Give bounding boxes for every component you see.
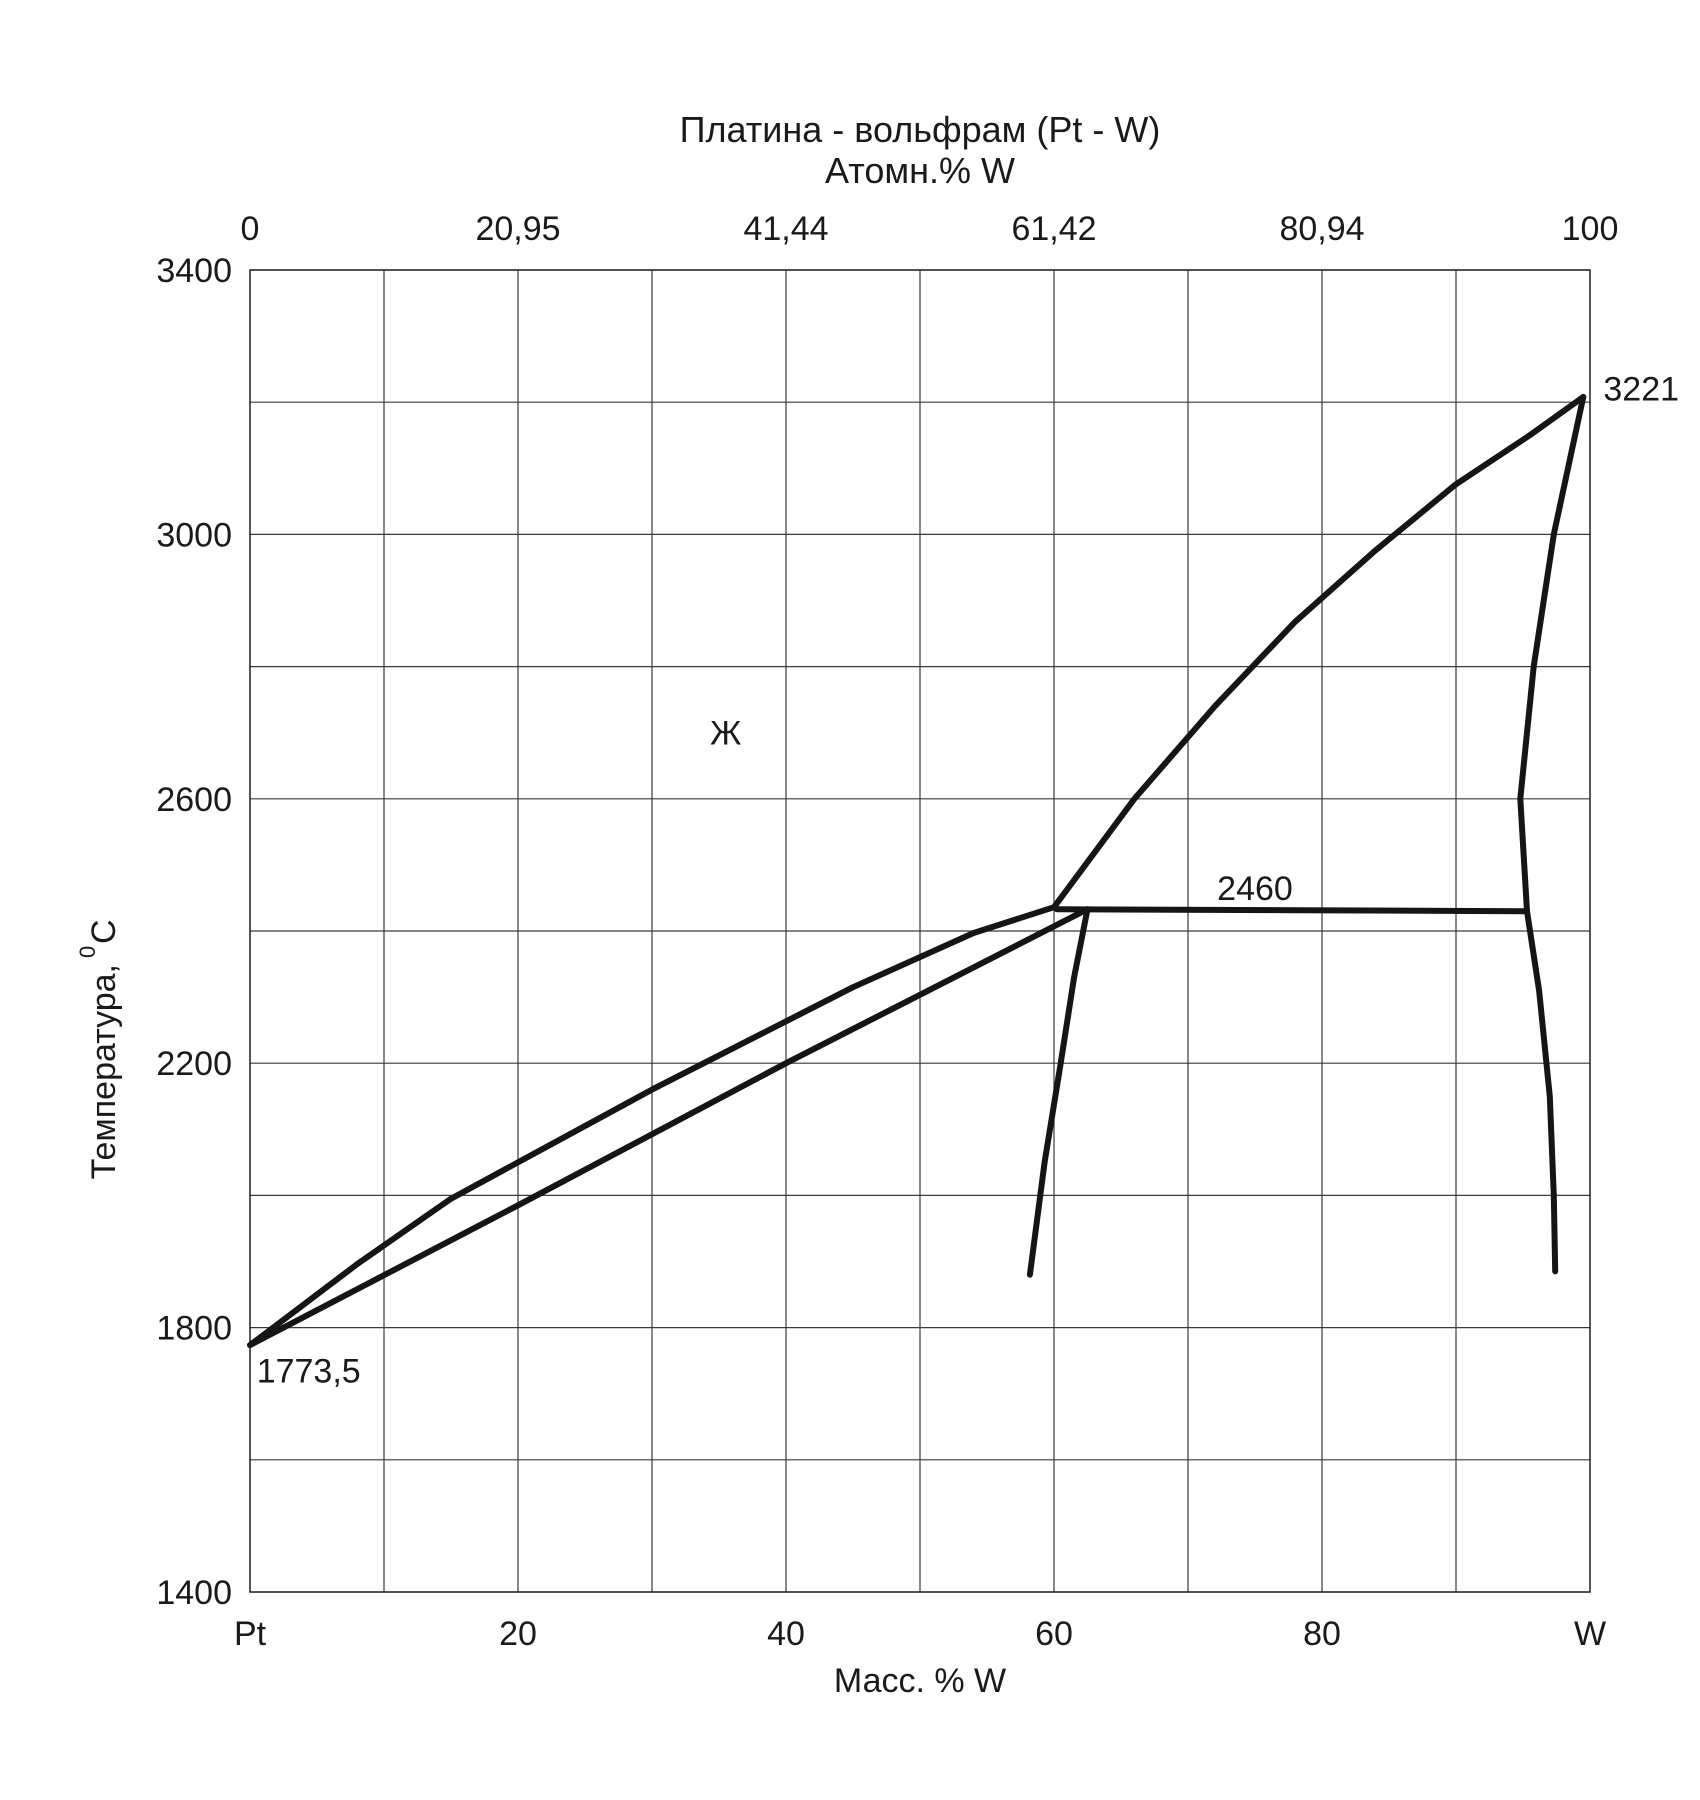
- chart-annotation: 2460: [1217, 870, 1293, 908]
- x-tick-label: Pt: [234, 1615, 267, 1653]
- top-tick-label: 41,44: [743, 210, 828, 248]
- phase-boundary-line-2: [247, 906, 1091, 1349]
- chart-annotation: Ж: [710, 715, 741, 753]
- y-tick-label: 3400: [156, 252, 232, 290]
- ticks-layer: Pt 20 40 60 80 W 0 20,95 41,44 61,42 80,94 100 1400 1…: [156, 210, 1618, 1653]
- y-tick-label: 2200: [156, 1045, 232, 1083]
- phase-boundary-line-3: [1051, 393, 1587, 911]
- x-axis-label: Масс. % W: [834, 1662, 1006, 1700]
- y-tick-label: 3000: [156, 516, 232, 554]
- chart-subtitle: Атомн.% W: [825, 150, 1015, 191]
- top-tick-label: 100: [1562, 210, 1619, 248]
- chart-title: Платина - вольфрам (Pt - W): [680, 109, 1161, 150]
- x-tick-label: 20: [499, 1615, 537, 1653]
- phase-boundary-line-5: [1026, 906, 1091, 1278]
- x-tick-label: W: [1574, 1615, 1606, 1653]
- chart-annotation: 1773,5: [257, 1353, 361, 1391]
- chart-annotation: 3221: [1603, 370, 1679, 408]
- annotations-layer: Ж 2460 3221 1773,5: [257, 370, 1679, 1390]
- top-tick-label: 80,94: [1279, 210, 1364, 248]
- x-tick-label: 80: [1303, 1615, 1341, 1653]
- top-tick-label: 20,95: [475, 210, 560, 248]
- plot-frame: [249, 269, 1591, 1593]
- top-tick-label: 61,42: [1011, 210, 1096, 248]
- series-layer: [247, 393, 1587, 1349]
- x-tick-label: 60: [1035, 1615, 1073, 1653]
- phase-boundary-line-6: [1517, 393, 1587, 1275]
- y-tick-label: 2600: [156, 781, 232, 819]
- x-tick-label: 40: [767, 1615, 805, 1653]
- phase-boundary-line-4: [1053, 906, 1530, 915]
- y-axis-label-superscript: 0: [75, 946, 100, 958]
- y-axis-label: Температура,: [85, 964, 123, 1179]
- y-tick-label: 1800: [156, 1310, 232, 1348]
- y-tick-label: 1400: [156, 1574, 232, 1612]
- y-axis-label-unit: C: [85, 919, 123, 944]
- y-axis-label-group: Температура, 0 C: [75, 919, 123, 1179]
- phase-boundary-line-1: [247, 904, 1057, 1349]
- top-tick-label: 0: [241, 210, 260, 248]
- grid-layer: [249, 269, 1591, 1593]
